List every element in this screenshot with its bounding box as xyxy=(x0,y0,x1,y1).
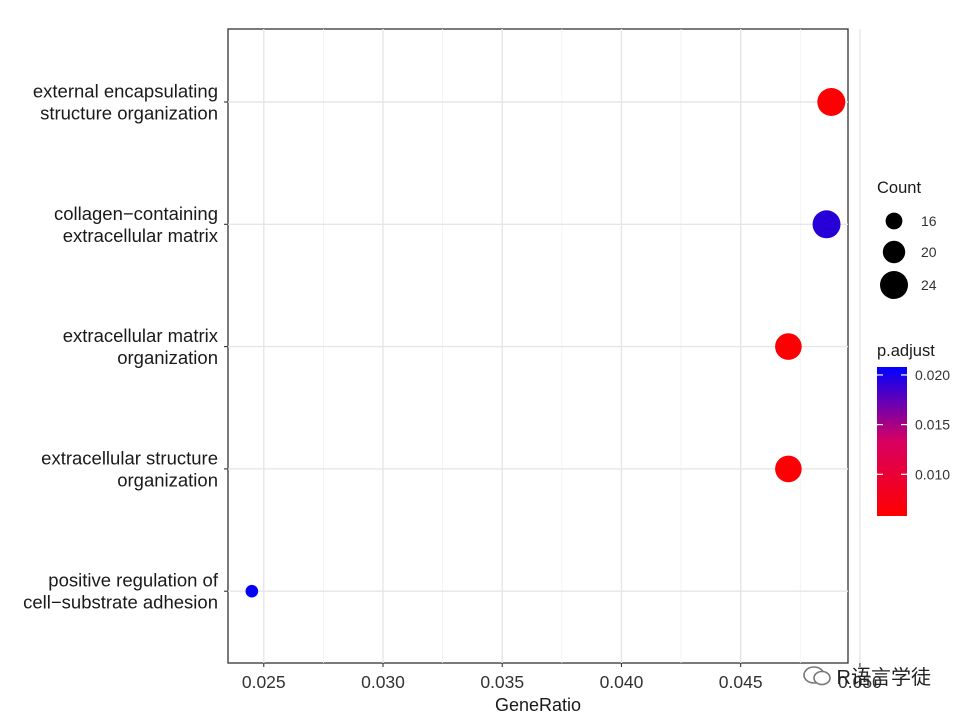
x-tick-label: 0.040 xyxy=(600,672,644,692)
x-axis-tick-labels: 0.025 0.030 0.035 0.040 0.045 0.050 xyxy=(242,663,882,692)
y-tick-label: external encapsulating structure organiza… xyxy=(33,81,218,124)
p-adjust-label: 0.015 xyxy=(915,417,950,433)
count-legend-key xyxy=(882,240,906,264)
y-tick-label-line: cell−substrate adhesion xyxy=(23,592,218,613)
y-tick-label-line: external encapsulating xyxy=(33,81,218,102)
data-point xyxy=(812,210,841,239)
y-tick-label-line: extracellular matrix xyxy=(63,325,219,346)
x-tick-label: 0.030 xyxy=(361,672,405,692)
x-tick-label: 0.025 xyxy=(242,672,286,692)
x-tick-label: 0.050 xyxy=(838,672,882,692)
y-tick-label: positive regulation of cell−substrate adh… xyxy=(23,570,219,613)
count-legend-label: 24 xyxy=(921,277,937,293)
p-adjust-label: 0.010 xyxy=(915,466,950,482)
count-legend-key xyxy=(880,271,908,299)
y-tick-label: extracellular matrix organization xyxy=(63,325,219,368)
count-legend-label: 20 xyxy=(921,244,937,260)
count-legend-key xyxy=(885,212,903,230)
p-adjust-label: 0.020 xyxy=(915,367,950,383)
y-tick-label-line: organization xyxy=(117,469,218,490)
count-legend: 16 20 24 xyxy=(880,212,937,299)
y-tick-label: collagen−containing extracellular matrix xyxy=(54,203,219,246)
y-tick-label: extracellular structure organization xyxy=(41,447,218,490)
data-points xyxy=(245,88,846,598)
x-tick-label: 0.045 xyxy=(719,672,763,692)
y-tick-label-line: extracellular matrix xyxy=(63,225,219,246)
data-point xyxy=(245,584,259,598)
watermark: R语言学徒 xyxy=(802,661,931,690)
chat-bubble-icon xyxy=(802,665,831,685)
p-adjust-colorbar xyxy=(877,367,907,516)
y-tick-label-line: positive regulation of xyxy=(48,570,219,591)
y-tick-label-line: collagen−containing xyxy=(54,203,218,224)
y-tick-label-line: organization xyxy=(117,347,218,368)
p-adjust-legend-title: p.adjust xyxy=(877,342,935,360)
count-legend-label: 16 xyxy=(921,213,937,229)
y-tick-label-line: extracellular structure xyxy=(41,447,218,468)
data-point xyxy=(817,88,846,116)
x-axis-title: GeneRatio xyxy=(495,695,581,715)
count-legend-title: Count xyxy=(877,179,921,197)
watermark-text: R语言学徒 xyxy=(836,667,931,689)
p-adjust-legend: 0.010 0.015 0.020 xyxy=(877,367,950,482)
data-point xyxy=(775,455,802,483)
data-point xyxy=(775,333,802,360)
y-tick-label-line: structure organization xyxy=(40,103,218,124)
x-tick-label: 0.035 xyxy=(480,672,524,692)
y-axis-tick-labels: external encapsulating structure organiza… xyxy=(23,81,228,613)
